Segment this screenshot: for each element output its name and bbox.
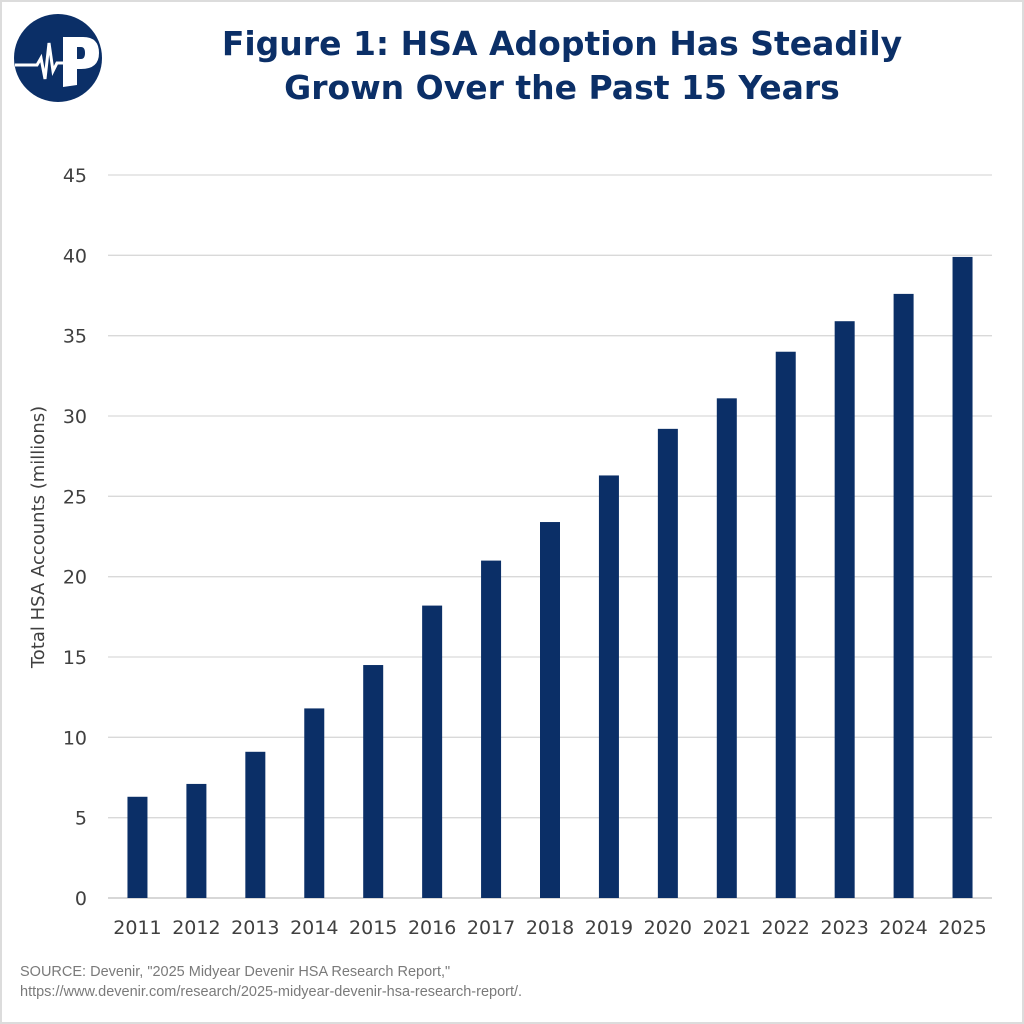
- x-tick-label: 2018: [526, 917, 574, 939]
- x-tick-label: 2015: [349, 917, 397, 939]
- source-note: SOURCE: Devenir, "2025 Midyear Devenir H…: [20, 962, 522, 1002]
- y-tick-label: 15: [63, 647, 87, 669]
- title-line-1: Figure 1: HSA Adoption Has Steadily: [221, 24, 903, 63]
- x-tick-label: 2014: [290, 917, 338, 939]
- y-tick-label: 20: [63, 567, 87, 589]
- x-tick-label: 2017: [467, 917, 515, 939]
- bar-2019: [598, 475, 619, 898]
- x-tick-label: 2012: [172, 917, 220, 939]
- x-tick-label: 2022: [762, 917, 810, 939]
- bar-2022: [775, 351, 796, 898]
- bar-2014: [304, 708, 325, 898]
- x-tick-label: 2025: [938, 917, 986, 939]
- bar-2020: [657, 428, 678, 898]
- y-tick-label: 0: [75, 888, 87, 910]
- bar-2015: [363, 665, 384, 898]
- x-tick-label: 2020: [644, 917, 692, 939]
- y-tick-label: 5: [75, 808, 87, 830]
- x-tick-label: 2019: [585, 917, 633, 939]
- x-tick-label: 2011: [113, 917, 161, 939]
- x-tick-label: 2024: [879, 917, 927, 939]
- y-tick-label: 35: [63, 326, 87, 348]
- y-tick-label: 40: [63, 245, 87, 267]
- bar-2023: [834, 321, 855, 898]
- x-tick-label: 2013: [231, 917, 279, 939]
- y-axis-label: Total HSA Accounts (millions): [28, 406, 49, 669]
- x-tick-label: 2016: [408, 917, 456, 939]
- title-line-2: Grown Over the Past 15 Years: [284, 68, 840, 107]
- bar-2017: [481, 560, 502, 898]
- bar-2013: [245, 751, 266, 898]
- chart-title: Figure 1: HSA Adoption Has Steadily Grow…: [120, 22, 1004, 110]
- y-tick-label: 30: [63, 406, 87, 428]
- bar-2024: [893, 293, 914, 899]
- heartbeat-p-logo-icon: [14, 14, 102, 102]
- y-tick-label: 25: [63, 486, 87, 508]
- bar-2018: [540, 522, 560, 898]
- x-tick-label: 2023: [820, 917, 868, 939]
- source-line-1: SOURCE: Devenir, "2025 Midyear Devenir H…: [20, 964, 451, 980]
- bar-2011: [127, 796, 148, 898]
- bar-2021: [716, 398, 737, 898]
- bar-2012: [186, 783, 207, 898]
- y-tick-label: 10: [63, 727, 87, 749]
- bar-2025: [952, 256, 973, 898]
- source-line-2: https://www.devenir.com/research/2025-mi…: [20, 984, 523, 1000]
- y-tick-label: 45: [63, 165, 87, 187]
- bar-2016: [422, 605, 443, 898]
- x-tick-label: 2021: [703, 917, 751, 939]
